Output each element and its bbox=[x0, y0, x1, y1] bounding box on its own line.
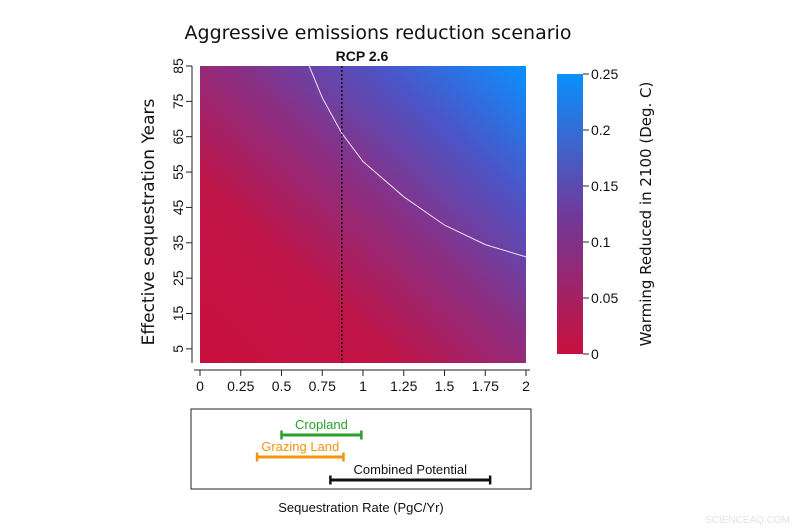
heatmap bbox=[200, 66, 526, 363]
colorbar-tick-label: 0.25 bbox=[591, 66, 618, 82]
y-tick-label: 25 bbox=[170, 270, 186, 286]
x-tick-label: 0 bbox=[196, 378, 204, 394]
range-label: Combined Potential bbox=[354, 462, 468, 477]
x-tick-label: 1.5 bbox=[435, 378, 455, 394]
range-label: Grazing Land bbox=[261, 439, 339, 454]
contour-line bbox=[308, 65, 527, 258]
x-axis: 0 0.25 0.5 0.75 1 1.25 1.5 1.75 2 bbox=[194, 369, 530, 394]
range-bars: Cropland Grazing Land Combined Potential bbox=[255, 417, 492, 485]
y-tick-label: 35 bbox=[170, 235, 186, 251]
x-tick-label: 1 bbox=[359, 378, 367, 394]
x-tick-label: 1.25 bbox=[390, 378, 417, 394]
y-tick-label: 5 bbox=[170, 345, 186, 353]
x-tick-label: 1.75 bbox=[472, 378, 499, 394]
x-tick-label: 0.5 bbox=[272, 378, 292, 394]
colorbar-title: Warming Reduced in 2100 (Deg. C) bbox=[637, 82, 655, 347]
y-tick-label: 85 bbox=[170, 58, 186, 74]
colorbar-tick-label: 0 bbox=[591, 346, 599, 362]
x-axis-title: Sequestration Rate (PgC/Yr) bbox=[278, 500, 443, 515]
x-tick-label: 0.75 bbox=[309, 378, 336, 394]
y-tick-label: 75 bbox=[170, 93, 186, 109]
y-axis: 5 15 25 35 45 55 65 75 85 bbox=[170, 58, 193, 363]
range-panel bbox=[190, 408, 532, 490]
watermark: SCIENCEAQ.COM bbox=[705, 515, 790, 526]
chart-title: Aggressive emissions reduction scenario bbox=[185, 22, 572, 44]
colorbar-tick-label: 0.15 bbox=[591, 178, 618, 194]
colorbar-tick-label: 0.05 bbox=[591, 290, 618, 306]
y-tick-label: 65 bbox=[170, 129, 186, 145]
range-label: Cropland bbox=[295, 417, 348, 432]
colorbar-ticks: 0 0.05 0.1 0.15 0.2 0.25 bbox=[583, 66, 618, 362]
y-tick-label: 15 bbox=[170, 306, 186, 322]
colorbar-tick-label: 0.2 bbox=[591, 122, 611, 138]
y-tick-label: 55 bbox=[170, 164, 186, 180]
chart-subtitle: RCP 2.6 bbox=[336, 48, 389, 64]
y-tick-label: 45 bbox=[170, 199, 186, 215]
colorbar bbox=[557, 74, 583, 354]
x-tick-label: 0.25 bbox=[227, 378, 254, 394]
y-axis-title: Effective sequestration Years bbox=[139, 99, 159, 346]
x-tick-label: 2 bbox=[522, 378, 530, 394]
colorbar-tick-label: 0.1 bbox=[591, 234, 611, 250]
heatmap-overlay bbox=[308, 65, 527, 363]
